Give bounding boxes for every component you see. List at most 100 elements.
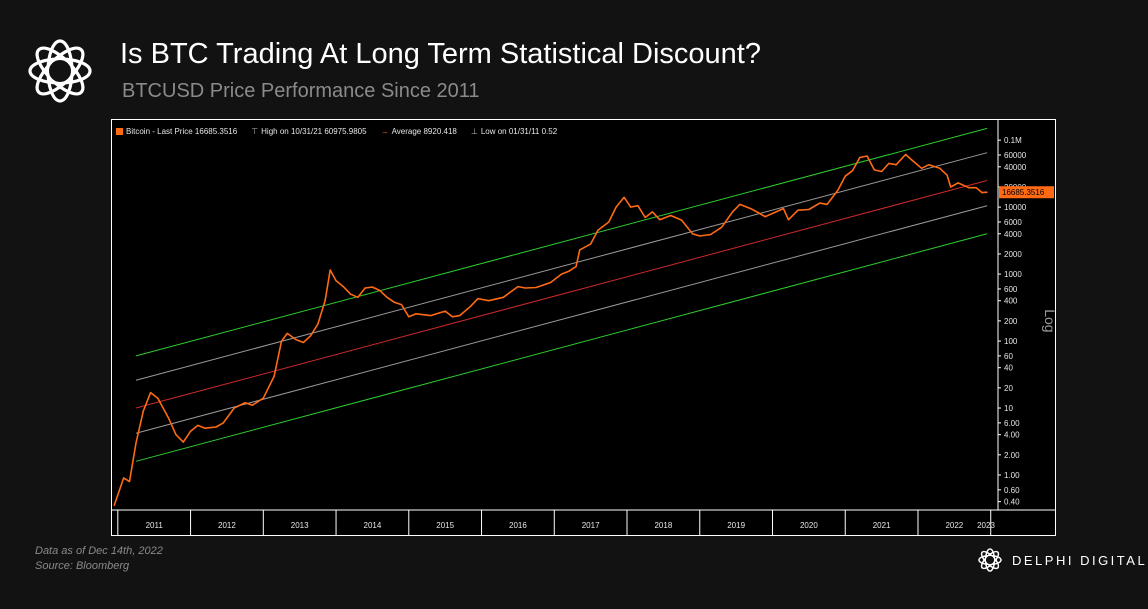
y-axis-label: Log bbox=[1042, 309, 1055, 332]
y-tick-label: 0.40 bbox=[1004, 498, 1020, 507]
x-tick-label: 2022 bbox=[945, 521, 963, 530]
price-point bbox=[535, 286, 537, 289]
price-point bbox=[286, 332, 288, 334]
data-source: Source: Bloomberg bbox=[35, 560, 130, 572]
legend-average: → Average 8920.418 bbox=[380, 126, 457, 136]
x-tick-label: 2021 bbox=[873, 521, 891, 530]
page-title: Is BTC Trading At Long Term Statistical … bbox=[120, 38, 761, 70]
price-point bbox=[317, 323, 319, 325]
price-point bbox=[921, 167, 923, 169]
price-point bbox=[415, 313, 417, 315]
x-tick-label: 2012 bbox=[218, 521, 236, 530]
price-point bbox=[968, 187, 970, 189]
price-point bbox=[928, 164, 930, 166]
price-point bbox=[699, 235, 701, 237]
footer-note: Data as of Dec 14th, 2022 Source: Bloomb… bbox=[35, 544, 163, 574]
y-tick-label: 40 bbox=[1004, 364, 1013, 373]
delphi-brand-icon bbox=[978, 548, 1002, 572]
x-tick-label: 2019 bbox=[727, 521, 745, 530]
legend-high: ⊤ High on 10/31/21 60975.9805 bbox=[251, 126, 367, 136]
y-tick-label: 10 bbox=[1004, 404, 1013, 413]
price-point bbox=[597, 229, 599, 231]
price-point bbox=[787, 219, 790, 221]
price-chart-svg: 2011 2012 2013 2014 2015 2016 2017 2018 2019 2020… bbox=[112, 120, 1055, 535]
price-point bbox=[451, 316, 453, 318]
price-point bbox=[517, 286, 519, 288]
x-tick-label: 2011 bbox=[146, 521, 164, 530]
delphi-logo-icon bbox=[28, 39, 92, 103]
y-tick-label: 4.00 bbox=[1004, 431, 1020, 440]
price-point bbox=[128, 480, 131, 483]
price-point bbox=[939, 167, 941, 169]
band-line-inner bbox=[135, 205, 988, 434]
price-point bbox=[157, 397, 159, 399]
price-point bbox=[859, 156, 861, 159]
price-point bbox=[808, 208, 810, 211]
price-point bbox=[113, 504, 115, 507]
price-point bbox=[379, 289, 381, 291]
price-point bbox=[981, 192, 983, 194]
price-point bbox=[623, 196, 625, 198]
price-point bbox=[233, 407, 235, 409]
price-point bbox=[310, 335, 312, 337]
y-tick-label: 6.00 bbox=[1004, 419, 1020, 428]
price-point bbox=[123, 477, 125, 479]
price-chart: 2011 2012 2013 2014 2015 2016 2017 2018 2019 2020… bbox=[111, 119, 1056, 536]
price-point bbox=[731, 211, 734, 213]
price-point bbox=[986, 191, 988, 193]
price-point bbox=[946, 174, 948, 176]
price-point bbox=[881, 170, 883, 173]
y-tick-label: 4000 bbox=[1004, 230, 1022, 239]
x-tick-label: 2014 bbox=[364, 521, 382, 530]
price-point bbox=[590, 243, 592, 245]
page-subtitle: BTCUSD Price Performance Since 2011 bbox=[122, 80, 480, 102]
price-point bbox=[739, 203, 741, 205]
price-point bbox=[371, 286, 373, 288]
price-point bbox=[615, 206, 617, 208]
price-point bbox=[175, 434, 177, 436]
price-point bbox=[844, 175, 846, 177]
price-point bbox=[721, 226, 723, 228]
x-tick-label: 2013 bbox=[291, 521, 309, 530]
price-point bbox=[905, 153, 907, 156]
price-point bbox=[150, 392, 152, 394]
data-date: Data as of Dec 14th, 2022 bbox=[35, 545, 163, 557]
price-point bbox=[502, 296, 504, 298]
price-point bbox=[262, 397, 264, 399]
price-point bbox=[444, 310, 446, 312]
price-point bbox=[470, 305, 472, 307]
price-point bbox=[837, 189, 839, 191]
x-tick-label: 2018 bbox=[654, 521, 672, 530]
y-tick-label: 6000 bbox=[1004, 218, 1022, 227]
price-point bbox=[681, 219, 683, 221]
price-point bbox=[342, 286, 344, 288]
y-tick-label: 20 bbox=[1004, 384, 1013, 393]
price-point bbox=[659, 219, 661, 221]
y-tick-label: 10000 bbox=[1004, 203, 1027, 212]
price-point bbox=[568, 270, 570, 272]
price-point bbox=[630, 206, 632, 208]
price-point bbox=[386, 296, 388, 298]
price-point bbox=[691, 233, 694, 235]
price-point bbox=[895, 164, 897, 166]
price-point bbox=[142, 410, 144, 412]
band-line-outer bbox=[135, 127, 988, 357]
price-point bbox=[975, 187, 977, 189]
price-point bbox=[251, 404, 253, 406]
price-point bbox=[364, 287, 366, 289]
price-point bbox=[575, 265, 577, 268]
last-price-label: 16685.3516 bbox=[1002, 188, 1045, 197]
price-point bbox=[357, 296, 359, 298]
x-tick-label: 2017 bbox=[582, 521, 600, 530]
price-point bbox=[280, 340, 283, 342]
y-tick-label: 0.1M bbox=[1004, 136, 1022, 145]
price-point bbox=[477, 298, 479, 300]
price-point bbox=[579, 249, 581, 251]
price-point bbox=[782, 208, 785, 210]
y-tick-label: 60000 bbox=[1004, 151, 1027, 160]
price-point bbox=[350, 293, 352, 295]
price-point bbox=[408, 316, 410, 318]
y-tick-label: 400 bbox=[1004, 297, 1018, 306]
price-point bbox=[329, 269, 331, 271]
legend-low: ⊥ Low on 01/31/11 0.52 bbox=[470, 126, 558, 136]
